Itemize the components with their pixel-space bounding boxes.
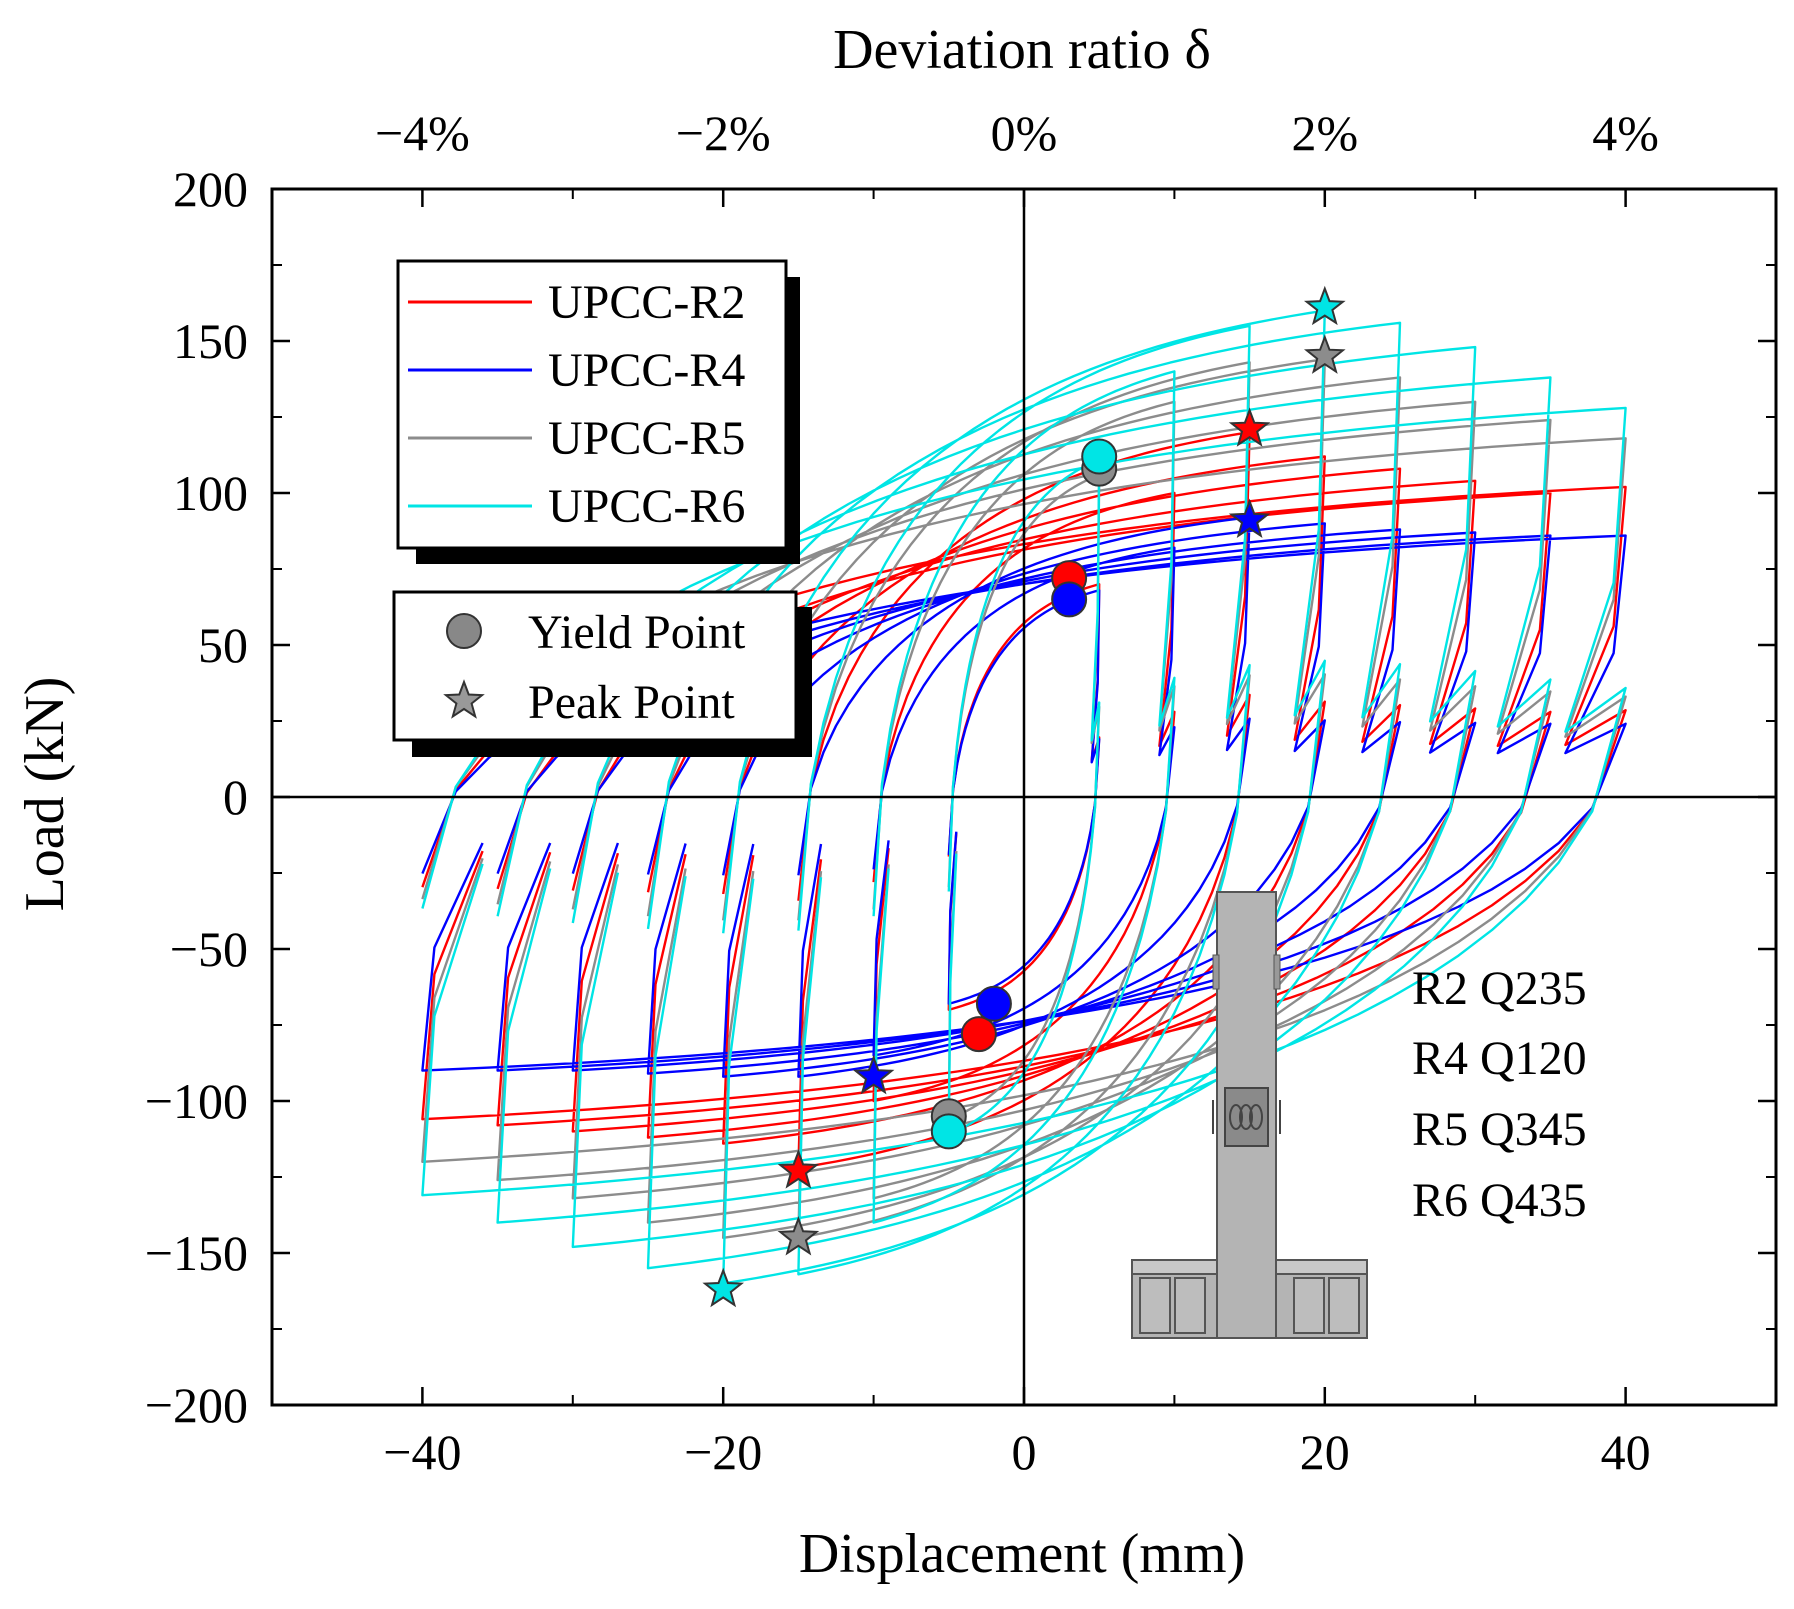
peak-point-upcc-r2 [1228, 407, 1271, 447]
marker-legend: Yield Point Peak Point [392, 590, 812, 757]
legend-label-upcc-r4: UPCC-R4 [548, 344, 745, 397]
x-tick-label: 20 [1300, 1424, 1350, 1480]
yield-point-upcc-r4 [1051, 581, 1088, 618]
top-tick-label: −4% [375, 105, 470, 161]
y-tick-label: 0 [223, 769, 248, 825]
x-tick-label: −40 [383, 1424, 461, 1480]
axes [270, 187, 1778, 1407]
top-tick-label: 0% [991, 105, 1058, 161]
legend-label-upcc-r6: UPCC-R6 [548, 480, 745, 533]
top-tick-label: −2% [676, 105, 771, 161]
y-tick-label: 150 [173, 313, 248, 369]
series-legend: UPCC-R2 UPCC-R4 UPCC-R5 UPCC-R6 [396, 259, 800, 564]
peak-point-upcc-r4 [852, 1054, 895, 1095]
peak-point-upcc-r2 [777, 1149, 820, 1189]
x-axis-title: Displacement (mm) [799, 1523, 1245, 1585]
y-tick-label: −50 [170, 921, 248, 977]
x-tick-label: 40 [1601, 1424, 1651, 1480]
peak-point-upcc-r6 [1303, 285, 1346, 326]
annotation-line: R4 Q120 [1412, 1032, 1587, 1085]
top-tick-label: 2% [1291, 105, 1358, 161]
x-tick-label: −20 [684, 1424, 762, 1480]
y-axis-title: Load (kN) [14, 677, 76, 912]
tick-labels: −40 −4% −20 −2% 0 0% 20 2% 40 4% 200 150 100 50 0 −50 −1… [145, 105, 1659, 1480]
hysteresis-curves [421, 309, 1627, 1285]
y-tick-label: 200 [173, 161, 248, 217]
legend-box [396, 259, 788, 550]
legend-label-upcc-r5: UPCC-R5 [548, 412, 745, 465]
y-tick-label: −150 [145, 1225, 248, 1281]
yield-point-upcc-r6 [1081, 438, 1118, 475]
yield-point-upcc-r6 [930, 1113, 967, 1150]
peak-point-legend-marker [443, 679, 485, 719]
y-tick-label: −100 [145, 1073, 248, 1129]
peak-point-upcc-r5 [777, 1215, 820, 1256]
annotation-line: R2 Q235 [1412, 962, 1587, 1015]
y-tick-label: −200 [145, 1377, 248, 1433]
specimen-schematic [1131, 891, 1368, 1339]
y-tick-label: 50 [198, 617, 248, 673]
annotation-line: R6 Q435 [1412, 1174, 1587, 1227]
x-tick-label: 0 [1012, 1424, 1037, 1480]
key-point-markers [702, 285, 1346, 1308]
peak-point-upcc-r6 [702, 1267, 745, 1308]
y-tick-label: 100 [173, 465, 248, 521]
yield-point-upcc-r4 [975, 985, 1012, 1022]
yield-point-upcc-r2 [960, 1016, 997, 1053]
top-tick-label: 4% [1592, 105, 1659, 161]
yield-point-legend-label: Yield Point [528, 606, 746, 659]
annotation-line: R5 Q345 [1412, 1103, 1587, 1156]
peak-point-legend-label: Peak Point [528, 676, 735, 729]
material-annotation: R2 Q235 R4 Q120 R5 Q345 R6 Q435 [1412, 962, 1587, 1227]
yield-point-legend-marker [446, 613, 482, 649]
series-line-upcc-r4 [421, 516, 1627, 1078]
legend-items: UPCC-R2 UPCC-R4 UPCC-R5 UPCC-R6 [408, 276, 745, 533]
peak-point-upcc-r4 [1228, 498, 1271, 538]
legend-label-upcc-r2: UPCC-R2 [548, 276, 745, 329]
top-axis-title: Deviation ratio δ [833, 19, 1211, 81]
series-line-upcc-r6 [421, 309, 1627, 1285]
peak-point-upcc-r5 [1303, 334, 1346, 374]
